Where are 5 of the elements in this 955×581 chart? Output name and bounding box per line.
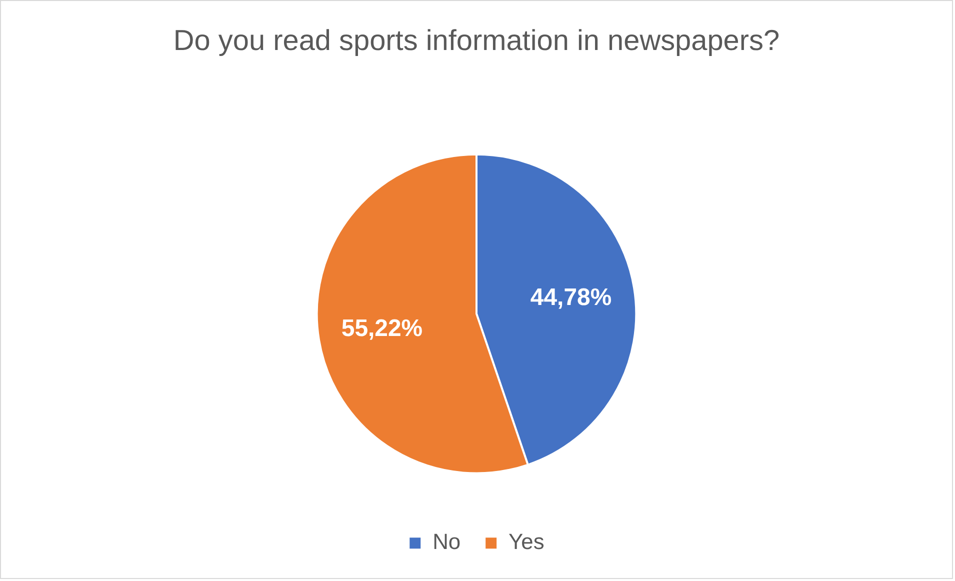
legend-label: Yes: [508, 529, 544, 554]
data-label: 55,22%: [341, 315, 423, 342]
legend-label: No: [432, 529, 461, 554]
data-label: 44,78%: [530, 284, 612, 311]
chart-title: Do you read sports information in newspapers?: [173, 25, 780, 58]
